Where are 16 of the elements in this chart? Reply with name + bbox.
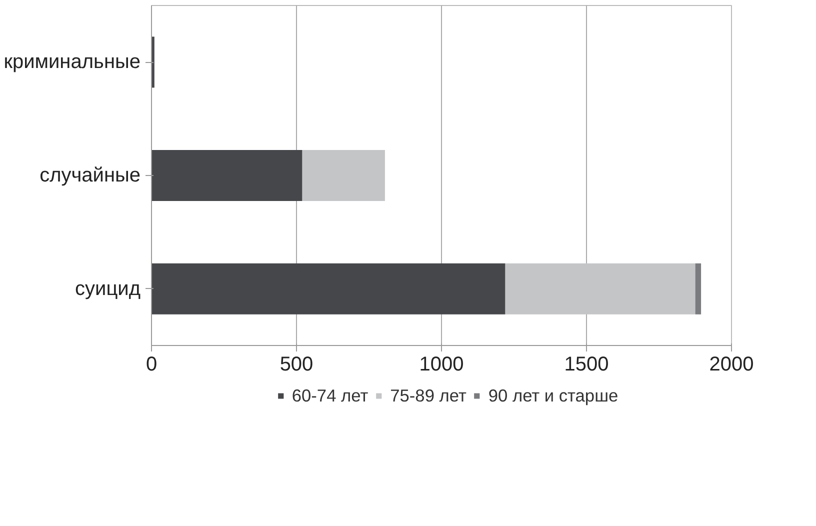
- bar: [695, 263, 702, 314]
- bar: [152, 150, 302, 201]
- x-tick-label: 0: [146, 354, 158, 376]
- x-tick-label: 500: [280, 354, 314, 376]
- legend-label: 75-89 лет: [390, 385, 466, 406]
- y-tick-label: суицид: [75, 278, 141, 300]
- bar: [302, 150, 385, 201]
- x-tick-label: 1000: [419, 354, 464, 376]
- legend-label: 60-74 лет: [292, 385, 368, 406]
- x-tick-label: 1500: [564, 354, 609, 376]
- y-tick-label: криминальные: [4, 51, 141, 74]
- x-tick-label: 2000: [709, 354, 754, 376]
- bar: [505, 263, 696, 314]
- y-tick-label: случайные: [40, 164, 141, 186]
- bar: [152, 263, 506, 314]
- legend-label: 90 лет и старше: [488, 385, 618, 406]
